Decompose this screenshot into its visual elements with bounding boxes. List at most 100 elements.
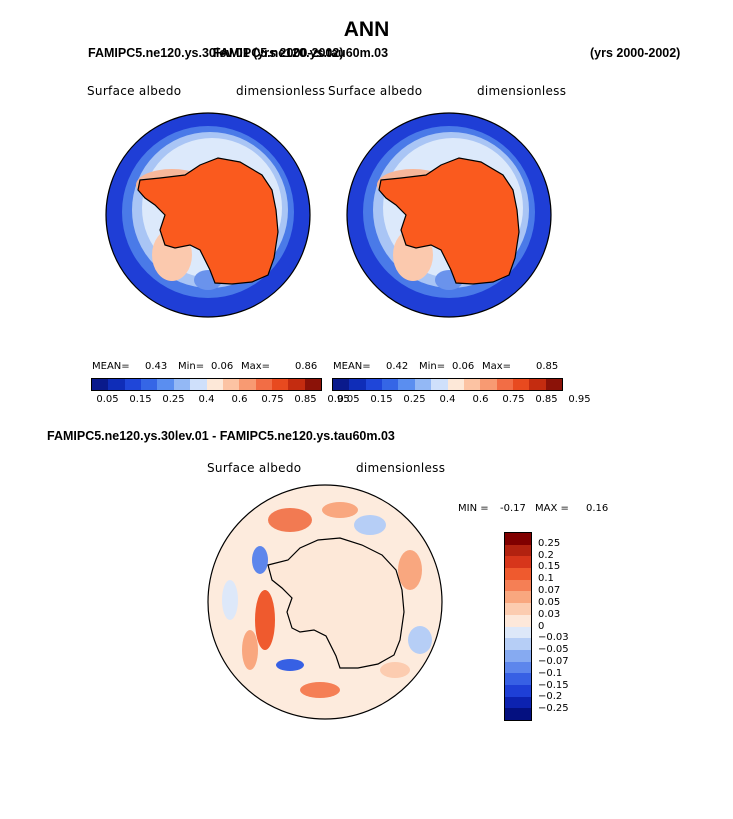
colorbar-level-label: 0.15 — [538, 561, 561, 573]
colorbar-swatch — [505, 556, 531, 569]
right-min-label: Min= — [419, 361, 446, 372]
diff-max-label: MAX = — [535, 503, 569, 514]
colorbar-swatch — [545, 379, 563, 390]
colorbar-swatch — [505, 579, 531, 592]
left-max-label: Max= — [241, 361, 271, 372]
colorbar-swatch — [190, 379, 207, 390]
colorbar-tick-label: 0.15 — [129, 394, 152, 405]
colorbar-tick-label: 0.75 — [261, 394, 284, 405]
colorbar-swatch — [505, 638, 531, 650]
colorbar-swatch — [505, 708, 531, 720]
colorbar-tick-label: 0.25 — [403, 394, 426, 405]
colorbar-swatch — [505, 649, 531, 662]
colorbar-level-label: 0.07 — [538, 585, 561, 597]
right-min-value: 0.06 — [452, 361, 475, 372]
colorbar-swatch — [463, 379, 481, 390]
left-min-label: Min= — [178, 361, 205, 372]
difference-colorbar — [504, 532, 532, 721]
right-max-label: Max= — [482, 361, 512, 372]
right-units-label: dimensionless — [477, 84, 567, 98]
colorbar-swatch — [505, 603, 531, 615]
colorbar-tick-label: 0.15 — [370, 394, 393, 405]
colorbar-swatch — [141, 379, 158, 390]
colorbar-swatch — [239, 379, 256, 390]
colorbar-level-label: −0.07 — [538, 655, 569, 667]
colorbar-tick-label: 0.05 — [337, 394, 360, 405]
colorbar-swatch — [505, 661, 531, 674]
colorbar-swatch — [447, 379, 464, 390]
colorbar-swatch — [304, 379, 322, 390]
colorbar-tick-label: 0.95 — [568, 394, 591, 405]
colorbar-swatch — [505, 533, 531, 545]
colorbar-swatch — [505, 591, 531, 604]
colorbar-swatch — [496, 379, 513, 390]
right-mean-label: MEAN= — [333, 361, 371, 372]
diff-variable-label: Surface albedo — [207, 461, 302, 475]
diff-units-label: dimensionless — [356, 461, 446, 475]
right-colorbar — [332, 378, 563, 391]
colorbar-level-label: −0.2 — [538, 691, 563, 703]
colorbar-swatch — [92, 379, 109, 390]
left-units-label: dimensionless — [236, 84, 326, 98]
diff-min-value: -0.17 — [500, 503, 526, 514]
left-variable-label: Surface albedo — [87, 84, 182, 98]
colorbar-swatch — [173, 379, 191, 390]
colorbar-swatch — [505, 684, 531, 697]
colorbar-tick-label: 0.75 — [502, 394, 525, 405]
colorbar-level-label: −0.15 — [538, 679, 569, 691]
colorbar-swatch — [288, 379, 305, 390]
colorbar-swatch — [124, 379, 142, 390]
colorbar-tick-label: 0.4 — [198, 394, 215, 405]
colorbar-swatch — [414, 379, 432, 390]
colorbar-level-label: 0 — [538, 620, 545, 632]
colorbar-swatch — [505, 696, 531, 709]
colorbar-swatch — [505, 544, 531, 557]
diff-min-label: MIN = — [458, 503, 489, 514]
colorbar-swatch — [505, 626, 531, 639]
left-max-value: 0.86 — [295, 361, 318, 372]
colorbar-tick-label: 0.05 — [96, 394, 119, 405]
colorbar-swatch — [398, 379, 415, 390]
colorbar-level-label: −0.25 — [538, 703, 569, 715]
colorbar-tick-label: 0.6 — [231, 394, 248, 405]
right-max-value: 0.85 — [536, 361, 559, 372]
colorbar-swatch — [382, 379, 399, 390]
colorbar-tick-label: 0.4 — [439, 394, 456, 405]
colorbar-level-label: 0.03 — [538, 608, 561, 620]
right-case-years: (yrs 2000-2002) — [590, 46, 681, 60]
colorbar-tick-label: 0.85 — [535, 394, 558, 405]
colorbar-tick-label: 0.6 — [472, 394, 489, 405]
difference-title: FAMIPC5.ne120.ys.30lev.01 - FAMIPC5.ne12… — [47, 429, 395, 443]
colorbar-level-label: −0.1 — [538, 667, 563, 679]
right-mean-value: 0.42 — [386, 361, 409, 372]
left-mean-value: 0.43 — [145, 361, 168, 372]
colorbar-swatch — [333, 379, 350, 390]
colorbar-tick-label: 0.25 — [162, 394, 185, 405]
colorbar-swatch — [512, 379, 530, 390]
colorbar-swatch — [505, 673, 531, 685]
left-case-title: FAMIPC5.ne120.ys.30lev.01 (yrs 2000-2002… — [88, 46, 344, 60]
colorbar-swatch — [271, 379, 289, 390]
right-variable-label: Surface albedo — [328, 84, 423, 98]
colorbar-level-label: 0.05 — [538, 596, 561, 608]
colorbar-swatch — [255, 379, 272, 390]
colorbar-swatch — [505, 568, 531, 580]
left-colorbar — [91, 378, 322, 391]
colorbar-swatch — [222, 379, 240, 390]
colorbar-tick-label: 0.85 — [294, 394, 317, 405]
colorbar-level-label: 0.1 — [538, 573, 554, 585]
colorbar-swatch — [365, 379, 383, 390]
colorbar-level-label: −0.05 — [538, 644, 569, 656]
left-mean-label: MEAN= — [92, 361, 130, 372]
colorbar-swatch — [480, 379, 497, 390]
colorbar-swatch — [108, 379, 125, 390]
diff-max-value: 0.16 — [586, 503, 609, 514]
colorbar-swatch — [206, 379, 223, 390]
colorbar-swatch — [529, 379, 546, 390]
colorbar-level-label: 0.2 — [538, 549, 554, 561]
page-title: ANN — [343, 18, 390, 41]
colorbar-tick-label: 0.95 — [327, 394, 350, 405]
